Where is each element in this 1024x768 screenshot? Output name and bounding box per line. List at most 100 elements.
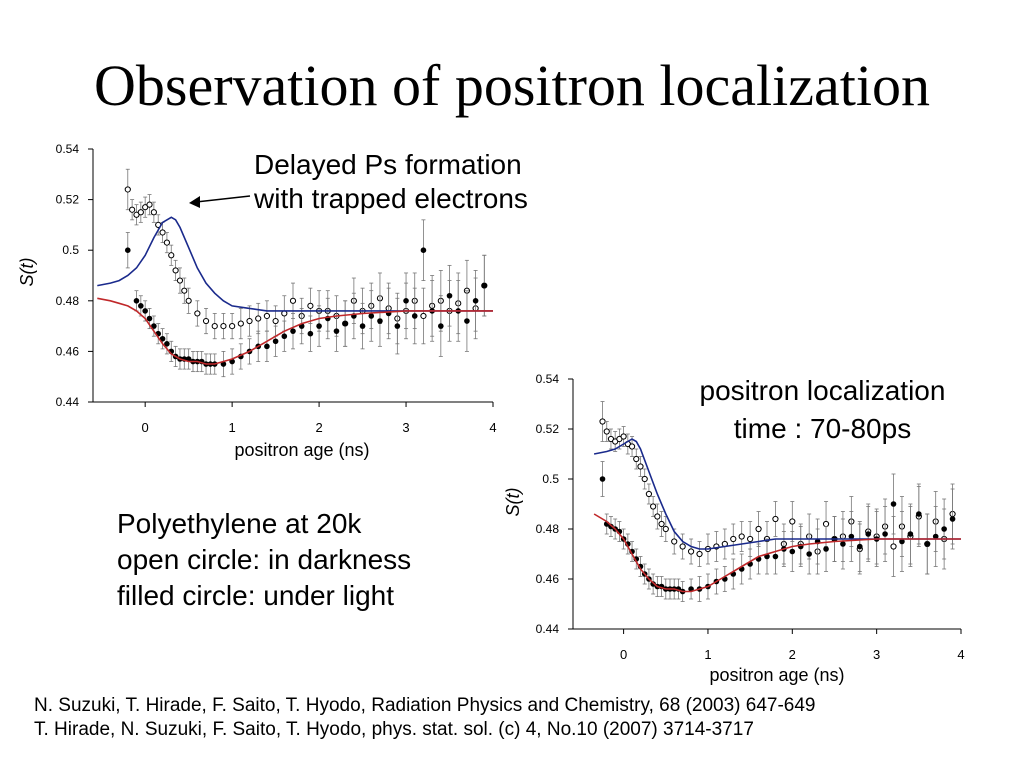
data-point-filled bbox=[159, 335, 166, 342]
data-point-open bbox=[687, 548, 695, 555]
data-point-filled bbox=[772, 553, 779, 560]
data-point-open bbox=[159, 229, 166, 236]
data-point-filled bbox=[865, 531, 872, 537]
annotation-line: positron localization bbox=[699, 375, 946, 406]
data-point-open bbox=[679, 543, 686, 550]
data-point-filled bbox=[124, 247, 131, 253]
chart-s-t-darkness-vs-light-2: 0.44 0.46 0.48 0.5 0.52 0.54 0 1 2 3 4 positron age… bbox=[503, 372, 965, 685]
data-point-filled bbox=[151, 323, 157, 329]
fit-curve-darkness bbox=[97, 216, 493, 312]
references: N. Suzuki, T. Hirade, F. Saito, T. Hyodo… bbox=[34, 694, 816, 742]
data-point-filled bbox=[138, 303, 144, 309]
data-point-filled bbox=[932, 533, 939, 540]
y-tick-label: 0.48 bbox=[56, 294, 80, 308]
data-point-open bbox=[255, 315, 262, 322]
data-point-filled bbox=[650, 581, 656, 587]
data-point-open bbox=[220, 323, 227, 330]
data-point-open bbox=[202, 317, 210, 325]
data-point-filled bbox=[472, 298, 479, 304]
x-tick-label: 3 bbox=[402, 420, 409, 435]
x-tick-label: 1 bbox=[704, 647, 711, 662]
data-point-open bbox=[272, 317, 279, 325]
x-tick-label: 2 bbox=[789, 647, 796, 662]
data-point-open bbox=[738, 533, 745, 540]
data-point-open bbox=[650, 503, 657, 510]
data-point-open bbox=[172, 267, 179, 274]
y-tick-label: 0.48 bbox=[536, 522, 560, 536]
data-point-open bbox=[211, 323, 218, 330]
data-point-filled bbox=[446, 292, 453, 299]
data-point-filled bbox=[840, 541, 846, 547]
data-point-open bbox=[658, 520, 665, 528]
data-point-open bbox=[772, 515, 779, 523]
y-axis-label: S(t) bbox=[17, 258, 37, 287]
data-point-filled bbox=[368, 313, 375, 319]
data-point-filled bbox=[403, 298, 409, 304]
data-point-filled bbox=[264, 343, 270, 350]
data-point-open bbox=[176, 277, 184, 284]
x-axis-label: positron age (ns) bbox=[234, 440, 369, 460]
sample-line: Polyethylene at 20k bbox=[117, 508, 362, 539]
data-point-open bbox=[645, 490, 653, 498]
data-point-open bbox=[637, 463, 644, 470]
data-point-open bbox=[628, 443, 636, 450]
data-point-open bbox=[229, 323, 236, 330]
x-tick-label: 0 bbox=[620, 647, 627, 662]
data-point-open bbox=[150, 209, 157, 216]
annotation-line: Delayed Ps formation bbox=[254, 149, 522, 180]
data-point-filled bbox=[142, 308, 148, 314]
data-point-open bbox=[747, 535, 754, 543]
data-point-filled bbox=[272, 338, 279, 345]
data-point-open bbox=[603, 428, 610, 435]
data-point-filled bbox=[856, 543, 863, 550]
data-point-filled bbox=[899, 538, 905, 545]
x-tick-label: 4 bbox=[957, 647, 964, 662]
data-point-filled bbox=[916, 511, 922, 517]
data-point-filled bbox=[307, 330, 314, 337]
data-point-filled bbox=[394, 323, 401, 329]
data-point-filled bbox=[481, 282, 488, 289]
data-point-open bbox=[237, 320, 244, 327]
data-point-open bbox=[755, 525, 762, 533]
x-tick-label: 3 bbox=[873, 647, 880, 662]
data-point-open bbox=[789, 518, 796, 525]
series-filled-circle bbox=[124, 219, 488, 378]
data-point-open bbox=[730, 535, 737, 543]
x-tick-label: 1 bbox=[229, 420, 236, 435]
data-point-filled bbox=[438, 323, 444, 329]
data-point-filled bbox=[420, 247, 427, 253]
data-point-filled bbox=[164, 341, 170, 347]
data-point-filled bbox=[848, 533, 855, 540]
y-tick-label: 0.52 bbox=[536, 422, 560, 436]
data-point-open bbox=[129, 206, 136, 213]
annotation-localization-time: positron localization time : 70-80ps bbox=[650, 372, 995, 448]
data-point-open bbox=[124, 186, 131, 193]
data-point-filled bbox=[789, 548, 796, 555]
data-point-open bbox=[599, 418, 606, 425]
data-point-open bbox=[641, 475, 648, 483]
data-point-open bbox=[289, 297, 297, 304]
data-point-filled bbox=[133, 298, 140, 304]
x-tick-label: 0 bbox=[142, 420, 149, 435]
data-point-open bbox=[168, 252, 175, 259]
data-point-open bbox=[263, 312, 271, 320]
data-point-filled bbox=[411, 313, 418, 319]
data-point-filled bbox=[882, 531, 888, 537]
chart-s-t-darkness-vs-light-1: 0.44 0.46 0.48 0.5 0.52 0.54 0 1 2 3 4 positron age… bbox=[17, 142, 497, 460]
data-point-filled bbox=[316, 323, 322, 329]
annotation-arrow-head bbox=[189, 196, 200, 208]
x-tick-label: 4 bbox=[489, 420, 496, 435]
data-point-open bbox=[671, 538, 678, 545]
data-point-open bbox=[194, 310, 201, 317]
data-point-open bbox=[137, 209, 144, 216]
legend-filled-circle: filled circle: under light bbox=[117, 580, 395, 611]
x-tick-label: 2 bbox=[315, 420, 322, 435]
data-point-open bbox=[696, 550, 703, 558]
y-tick-label: 0.54 bbox=[56, 142, 80, 156]
annotation-arrow bbox=[195, 195, 251, 203]
y-tick-label: 0.5 bbox=[62, 243, 79, 257]
data-point-open bbox=[420, 312, 427, 320]
data-point-filled bbox=[608, 523, 614, 530]
data-point-filled bbox=[823, 546, 829, 552]
data-point-filled bbox=[146, 315, 153, 322]
